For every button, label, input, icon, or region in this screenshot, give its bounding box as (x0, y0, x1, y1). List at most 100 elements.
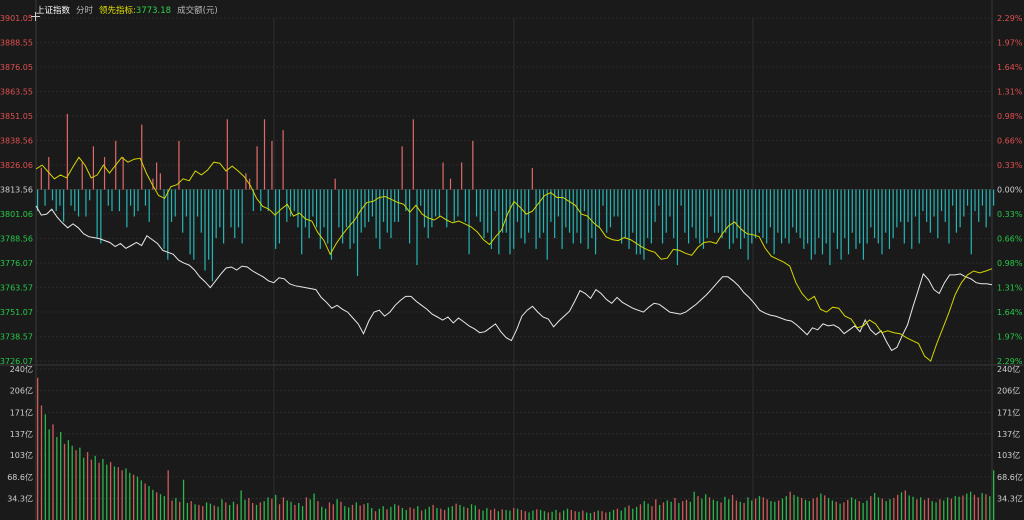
volume-bar (467, 508, 469, 520)
change-bar (368, 189, 370, 222)
volume-bar (881, 498, 883, 520)
leading-indicator-value: 3773.18 (135, 6, 172, 16)
volume-bar (858, 501, 860, 520)
change-bar (304, 189, 307, 228)
volume-bar (516, 508, 519, 520)
change-bar (89, 189, 91, 201)
volume-bar (474, 505, 476, 520)
change-bar (468, 189, 470, 255)
volume-bar (52, 424, 54, 520)
change-bar (695, 189, 697, 239)
change-bar (914, 189, 917, 217)
change-bar (978, 189, 980, 222)
volume-bar (355, 502, 357, 520)
volume-bar (559, 512, 561, 520)
volume-bar (67, 440, 70, 520)
volume-right-tick: 103亿 (997, 450, 1020, 460)
change-bar (464, 189, 466, 222)
volume-bar (125, 468, 127, 520)
price-change-bars (37, 113, 995, 282)
change-bar (85, 189, 87, 217)
change-bar (289, 189, 292, 217)
volume-bar (440, 508, 442, 520)
volume-bar (674, 497, 676, 520)
volume-left-tick: 34.3亿 (7, 493, 33, 503)
right-tick-label: 0.66% (997, 235, 1023, 244)
volume-bar (148, 486, 150, 520)
change-bar (137, 189, 139, 212)
change-bar (594, 189, 597, 255)
volume-bar (724, 496, 726, 520)
volume-bar (682, 501, 684, 520)
change-bar (475, 189, 478, 217)
volume-bar (774, 501, 776, 520)
change-bar (461, 162, 463, 190)
change-bar (665, 189, 667, 233)
volume-bar (324, 508, 327, 520)
change-bar (37, 189, 39, 212)
change-bar (278, 189, 280, 244)
right-tick-label: 1.97% (997, 332, 1023, 341)
change-bar (907, 189, 909, 222)
volume-bar (666, 500, 668, 520)
change-bar (412, 119, 414, 190)
change-bar (66, 113, 68, 190)
change-bar (92, 146, 94, 190)
volume-bar (543, 511, 546, 520)
volume-bar (662, 502, 665, 520)
volume-bar (946, 497, 949, 520)
volume-right-tick: 240亿 (997, 364, 1020, 374)
change-bar (896, 189, 898, 228)
volume-bar (144, 483, 146, 520)
change-bar (639, 189, 641, 255)
change-bar (721, 189, 723, 239)
change-bar (922, 189, 924, 212)
change-bar (219, 189, 221, 228)
volume-bar (735, 500, 738, 520)
change-bar (606, 189, 608, 233)
change-bar (472, 140, 474, 190)
volume-bar (524, 511, 526, 520)
change-bar (635, 189, 638, 255)
volume-bar (328, 502, 331, 520)
volume-bar (359, 505, 361, 520)
change-bar (379, 189, 381, 249)
change-bar (513, 189, 515, 249)
change-bar (807, 189, 809, 244)
volume-bar (866, 500, 868, 520)
volume-bar (578, 511, 580, 520)
period-tab[interactable]: 分时 (76, 6, 94, 16)
change-bar (725, 189, 727, 233)
change-bar (691, 189, 693, 228)
volume-bar (228, 504, 231, 520)
change-bar (144, 189, 147, 206)
change-bar (576, 189, 578, 233)
volume-bar (121, 470, 123, 520)
change-bar (457, 189, 459, 217)
change-bar (44, 189, 46, 206)
volume-bar (294, 504, 296, 520)
change-bar (133, 189, 135, 217)
volume-bar (708, 497, 711, 520)
volume-bar (478, 509, 480, 520)
change-bar (966, 189, 969, 206)
volume-bar (278, 504, 281, 520)
change-bar (375, 189, 377, 239)
change-bar (77, 189, 80, 217)
change-bar (788, 189, 790, 244)
volume-bar (371, 508, 373, 520)
crosshair-icon[interactable] (31, 12, 40, 21)
volume-bar (950, 498, 953, 520)
volume-bar (935, 502, 937, 520)
left-tick-label: 3888.55 (0, 39, 33, 48)
volume-bar (647, 503, 649, 520)
change-bar (70, 189, 72, 206)
volume-left-tick: 137亿 (10, 429, 33, 439)
volume-bar (194, 504, 196, 520)
volume-bar (136, 476, 139, 520)
change-bar (654, 189, 656, 222)
volume-bar (301, 506, 304, 520)
volume-bar (912, 496, 914, 520)
change-bar (487, 189, 489, 233)
index-name[interactable]: 上证指数 (36, 6, 71, 16)
